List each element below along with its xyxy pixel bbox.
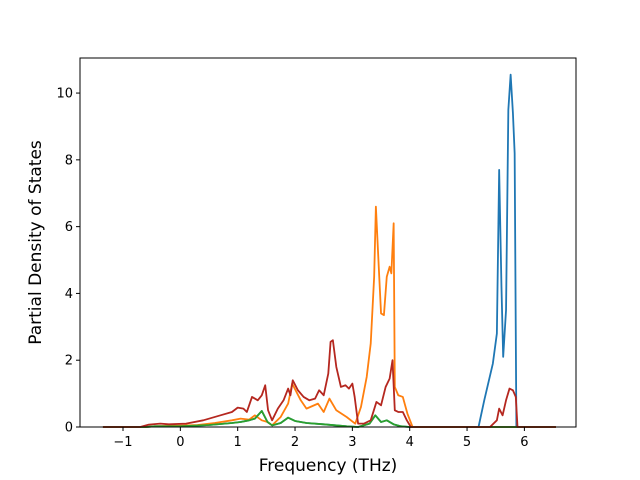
x-tick-label: 0: [176, 435, 184, 450]
y-tick-label: 6: [65, 220, 73, 235]
y-tick-label: 2: [65, 354, 73, 369]
x-tick-label: 4: [406, 435, 414, 450]
x-axis: −1 0 1 2 3 4 5 6: [113, 427, 529, 450]
y-axis-title: Partial Density of States: [26, 140, 46, 345]
y-tick-label: 8: [65, 153, 73, 168]
y-tick-label: 4: [65, 287, 73, 302]
x-axis-title: Frequency (THz): [259, 456, 398, 476]
x-tick-label: 3: [348, 435, 356, 450]
x-tick-label: 2: [291, 435, 299, 450]
plot-lines: [102, 73, 556, 428]
y-axis: 0 2 4 6 8 10: [56, 87, 80, 436]
x-tick-label: 5: [463, 435, 471, 450]
y-tick-label: 10: [56, 87, 73, 102]
x-tick-label: 1: [234, 435, 242, 450]
axes-frame: [79, 57, 577, 428]
x-tick-label: 6: [520, 435, 528, 450]
y-tick-label: 0: [65, 421, 73, 436]
x-tick-label: −1: [113, 435, 132, 450]
series-line-3: [102, 410, 556, 428]
series-line-2: [102, 205, 556, 428]
